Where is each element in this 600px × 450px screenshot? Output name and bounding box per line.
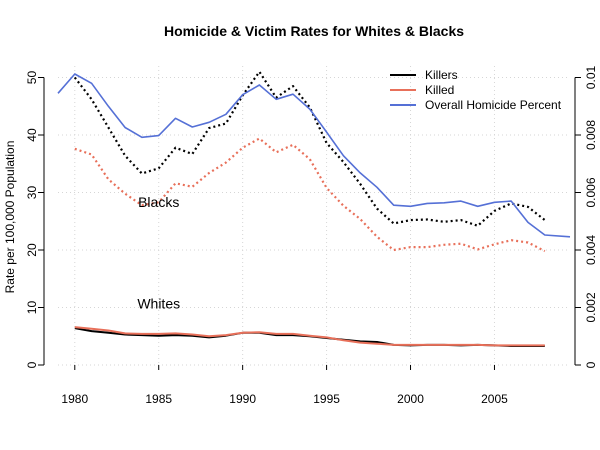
chart-title: Homicide & Victim Rates for Whites & Bla…: [164, 23, 464, 39]
series-line-black-killed: [74, 137, 546, 253]
annotation-whites: Whites: [137, 296, 180, 312]
y-tick-label: 30: [25, 186, 39, 200]
y-tick-label: 0: [25, 361, 39, 368]
y2-tick-label: 0: [584, 361, 598, 368]
y-tick-label: 40: [25, 128, 39, 142]
x-tick-label: 1990: [229, 392, 256, 406]
y2-tick-label: 0.002: [584, 292, 598, 322]
legend-label-killers: Killers: [425, 68, 458, 82]
y2-tick-label: 0.008: [584, 120, 598, 150]
x-tick-label: 1985: [145, 392, 172, 406]
axes: 1980 1985 1990 1995 2000 2005 0 10 20 30 40 50 0 0.00…: [25, 65, 598, 406]
x-tick-label: 2000: [397, 392, 424, 406]
x-tick-label: 1995: [313, 392, 340, 406]
series-line-black-killers: [73, 70, 546, 227]
y2-tick-label: 0.006: [584, 177, 598, 207]
x-tick-label: 1980: [61, 392, 88, 406]
y-tick-label: 20: [25, 243, 39, 257]
y2-tick-label: 0.004: [584, 235, 598, 265]
y-tick-label: 10: [25, 301, 39, 315]
grid: [58, 66, 570, 366]
annotation-blacks: Blacks: [138, 194, 179, 210]
series-line-white-killed: [74, 326, 545, 347]
legend-label-overall-homicide-percent: Overall Homicide Percent: [425, 98, 562, 112]
annotations: Blacks Whites: [137, 194, 180, 312]
x-tick-label: 2005: [481, 392, 508, 406]
series-line-overall-homicide-percent: [57, 73, 571, 238]
y2-tick-label: 0.01: [584, 65, 598, 89]
series-line-white-killers: [74, 327, 545, 347]
y-axis-label: Rate per 100,000 Population: [3, 141, 17, 294]
series-layer: [57, 70, 571, 347]
legend-label-killed: Killed: [425, 83, 454, 97]
y-tick-label: 50: [25, 71, 39, 85]
